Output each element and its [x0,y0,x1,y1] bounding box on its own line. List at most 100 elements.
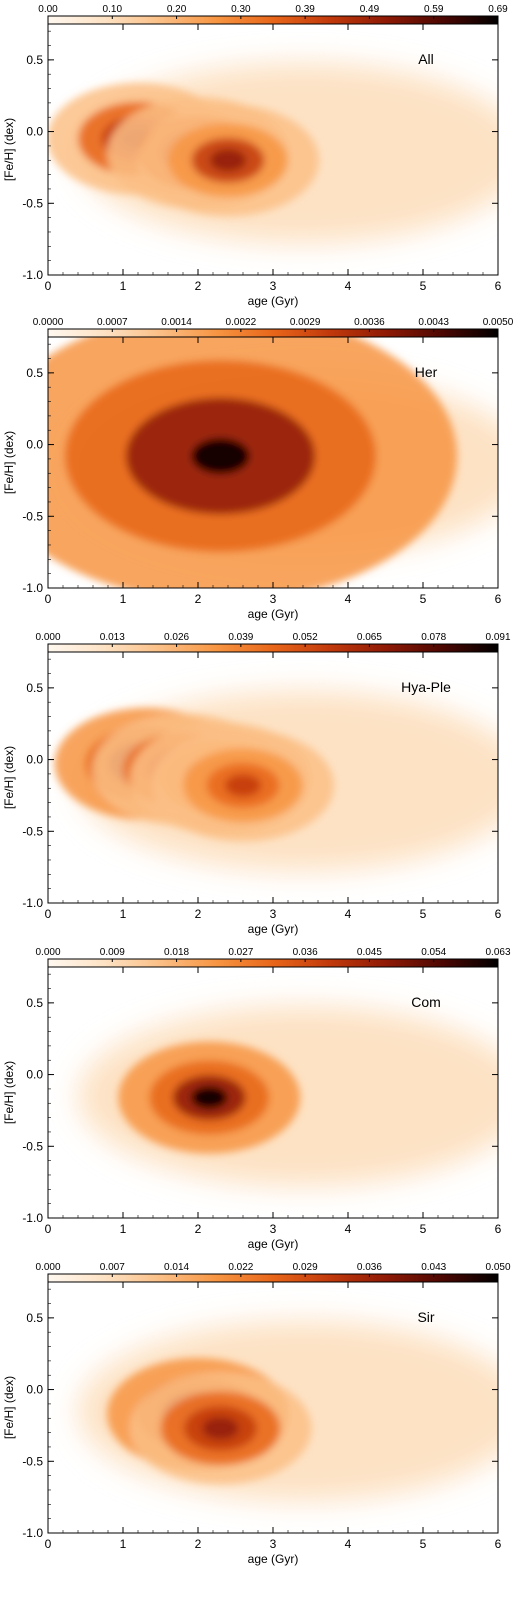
panel-4: 0.000 0.007 0.014 0.022 0.029 0.036 0.043 0.050… [2,1262,511,1566]
colorbar-tick-label: 0.0050 [483,317,514,328]
density-map [48,337,498,588]
colorbar-tick-label: 0.013 [100,632,125,643]
y-tick-label: -0.5 [22,1139,43,1153]
colorbar [47,643,499,653]
colorbar-tick-label: 0.59 [424,4,444,15]
colorbar [47,958,499,968]
x-tick-label: 1 [120,592,127,606]
x-tick-label: 6 [495,1222,502,1236]
colorbar-tick-label: 0.026 [164,632,189,643]
colorbar-tick-label: 0.000 [35,632,60,643]
colorbar-tick-label: 0.39 [295,4,315,15]
x-tick-label: 3 [270,279,277,293]
x-tick-label: 0 [45,592,52,606]
panel-3: 0.000 0.009 0.018 0.027 0.036 0.045 0.054 0.063… [2,947,511,1251]
colorbar-tick-label: 0.078 [421,632,446,643]
colorbar-tick-label: 0.029 [293,1262,318,1273]
colorbar-tick-label: 0.009 [100,947,125,958]
x-tick-label: 2 [195,279,202,293]
x-tick-label: 2 [195,907,202,921]
x-tick-label: 0 [45,1537,52,1551]
x-tick-label: 0 [45,907,52,921]
x-axis-label: age (Gyr) [248,1552,299,1566]
y-tick-label: -0.5 [22,824,43,838]
panel-label: Hya-Ple [401,679,451,695]
colorbar-tick-label: 0.0036 [354,317,385,328]
x-tick-label: 5 [420,1222,427,1236]
x-tick-label: 6 [495,1537,502,1551]
density-peak [209,149,247,172]
colorbar-tick-label: 0.043 [421,1262,446,1273]
x-tick-label: 3 [270,1222,277,1236]
colorbar-tick-label: 0.0007 [97,317,128,328]
x-tick-label: 5 [420,1537,427,1551]
colorbar-tick-label: 0.69 [488,4,508,15]
x-tick-label: 4 [345,279,352,293]
y-axis-label: [Fe/H] (dex) [2,746,16,809]
x-tick-label: 5 [420,907,427,921]
colorbar-tick-label: 0.0029 [290,317,321,328]
x-axis-label: age (Gyr) [248,607,299,621]
colorbar-tick-label: 0.036 [357,1262,382,1273]
density-map [78,1320,498,1502]
x-tick-label: 3 [270,1537,277,1551]
density-map [54,690,498,872]
colorbar [47,1273,499,1283]
y-tick-label: -0.5 [22,509,43,523]
panel-0: 0.00 0.10 0.20 0.30 0.39 0.49 0.59 0.69 0 1 2 3 4 5 6 -… [2,4,508,308]
x-tick-label: 5 [420,592,427,606]
x-tick-label: 0 [45,1222,52,1236]
colorbar-tick-label: 0.045 [357,947,382,958]
colorbar-tick-label: 0.0000 [33,317,64,328]
y-tick-label: 0.5 [26,996,43,1010]
x-tick-label: 1 [120,1222,127,1236]
x-tick-label: 3 [270,592,277,606]
y-tick-label: 0.0 [26,1068,43,1082]
x-tick-label: 6 [495,279,502,293]
y-tick-label: 0.5 [26,681,43,695]
y-tick-label: -0.5 [22,196,43,210]
colorbar-tick-label: 0.065 [357,632,382,643]
y-tick-label: -1.0 [22,581,43,595]
x-tick-label: 6 [495,907,502,921]
panel-label: Her [415,364,438,380]
y-tick-label: 0.5 [26,53,43,67]
colorbar-tick-label: 0.20 [167,4,187,15]
colorbar-tick-label: 0.30 [231,4,251,15]
colorbar-tick-label: 0.0043 [418,317,449,328]
colorbar-tick-label: 0.036 [293,947,318,958]
colorbar-tick-label: 0.063 [485,947,510,958]
x-tick-label: 1 [120,907,127,921]
y-tick-label: 0.5 [26,366,43,380]
y-axis-label: [Fe/H] (dex) [2,431,16,494]
density-peak [224,774,262,797]
colorbar [47,328,499,338]
colorbar-tick-label: 0.007 [100,1262,125,1273]
x-tick-label: 4 [345,1222,352,1236]
colorbar-tick-label: 0.000 [35,1262,60,1273]
y-tick-label: -1.0 [22,896,43,910]
colorbar-tick-label: 0.054 [421,947,446,958]
density-map [78,1005,498,1187]
x-tick-label: 3 [270,907,277,921]
colorbar-tick-label: 0.039 [228,632,253,643]
y-tick-label: 0.5 [26,1311,43,1325]
panel-label: All [418,51,434,67]
panel-2: 0.000 0.013 0.026 0.039 0.052 0.065 0.078 0.091… [2,632,511,936]
colorbar-tick-label: 0.00 [38,4,58,15]
colorbar-tick-label: 0.000 [35,947,60,958]
y-axis-label: [Fe/H] (dex) [2,1061,16,1124]
y-tick-label: -1.0 [22,1211,43,1225]
colorbar-tick-label: 0.018 [164,947,189,958]
y-tick-label: -1.0 [22,1526,43,1540]
x-axis-label: age (Gyr) [248,1237,299,1251]
x-tick-label: 4 [345,907,352,921]
x-axis-label: age (Gyr) [248,922,299,936]
x-tick-label: 1 [120,1537,127,1551]
y-tick-label: -1.0 [22,268,43,282]
density-peak [202,1417,239,1440]
colorbar-tick-label: 0.052 [293,632,318,643]
colorbar-tick-label: 0.49 [360,4,380,15]
x-tick-label: 2 [195,592,202,606]
density-peak [191,438,250,474]
